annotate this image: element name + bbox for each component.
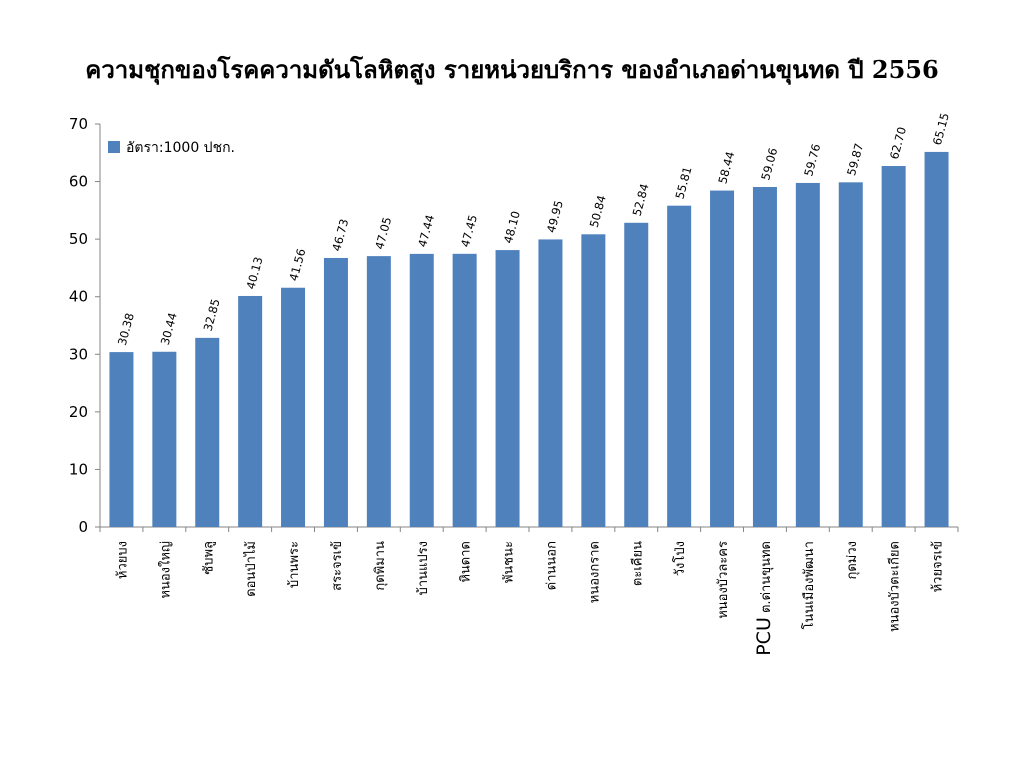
category-label: โนนเมืองพัฒนา: [801, 541, 817, 629]
bar: [495, 250, 520, 527]
y-tick-label: 30: [69, 345, 88, 363]
y-tick-label: 50: [69, 230, 88, 248]
y-axis: 0 10 20 30 40 50 60 70: [69, 115, 101, 536]
data-label: 46.73: [329, 217, 351, 252]
data-label: 50.84: [587, 194, 609, 229]
legend-label: อัตรา:1000 ปชก.: [126, 140, 235, 156]
data-label: 40.13: [244, 255, 266, 290]
bar: [581, 234, 606, 527]
category-label: วังโป่ง: [672, 541, 688, 576]
category-label: ตะเคียน: [629, 541, 645, 586]
category-label: หินดาด: [459, 541, 474, 583]
category-label: PCU ต.ด่านขุนทด: [753, 541, 775, 656]
data-label: 58.44: [715, 150, 737, 185]
bar: [752, 186, 777, 527]
data-label: 32.85: [201, 297, 223, 332]
bar: [323, 257, 348, 527]
data-label: 30.44: [158, 311, 180, 346]
bar: [152, 351, 177, 527]
bar: [881, 166, 906, 527]
data-label: 41.56: [286, 247, 308, 282]
legend: อัตรา:1000 ปชก.: [108, 140, 235, 156]
bar: [109, 352, 134, 527]
bar: [667, 205, 692, 528]
bar: [838, 182, 863, 527]
data-label: 47.45: [458, 213, 480, 248]
category-label: หนองใหญ่: [157, 541, 173, 599]
x-axis: [99, 526, 959, 532]
category-label: สระจรเข้: [330, 541, 345, 591]
bar: [409, 253, 434, 527]
data-label: 62.70: [887, 125, 909, 160]
bars: [109, 151, 949, 528]
bar: [238, 295, 263, 527]
bar: [710, 190, 735, 528]
category-label: ดอนป่าไม้: [243, 541, 259, 597]
bar: [281, 287, 306, 527]
data-label: 59.87: [844, 142, 866, 177]
legend-swatch: [108, 141, 120, 153]
category-label: หนองบัวละคร: [716, 541, 731, 619]
y-tick-label: 40: [69, 288, 88, 306]
category-label: พันชนะ: [502, 541, 517, 583]
data-label: 47.05: [372, 215, 394, 250]
data-label: 59.06: [758, 146, 780, 181]
bar: [924, 151, 949, 527]
bar: [795, 182, 820, 528]
data-label: 48.10: [501, 209, 523, 244]
category-label: หนองกราด: [587, 541, 602, 603]
y-tick-label: 20: [69, 403, 88, 421]
category-label: ห้วยจรเข้: [931, 541, 946, 592]
data-label: 59.76: [801, 142, 823, 177]
category-label: ห้วยบง: [115, 541, 130, 579]
bar: [452, 253, 477, 527]
category-label: บ้านพระ: [287, 541, 302, 588]
category-label: ซับพลู: [201, 541, 216, 575]
category-label: กุดพิมาน: [373, 541, 388, 591]
y-tick-label: 60: [69, 173, 88, 191]
y-tick-label: 10: [69, 460, 88, 478]
chart-title: ความชุกของโรคความดันโลหิตสูง รายหน่วยบริ…: [85, 55, 939, 84]
category-label: ด่านนอก: [544, 541, 559, 590]
category-label: บ้านแปรง: [416, 541, 431, 595]
bar: [624, 222, 649, 527]
y-tick-label: 70: [69, 115, 88, 133]
data-label: 49.95: [544, 199, 566, 234]
data-label: 55.81: [673, 165, 695, 200]
data-label: 47.44: [415, 213, 437, 248]
category-labels: ห้วยบง หนองใหญ่ ซับพลู ดอนป่าไม้ บ้านพระ สระจ…: [115, 541, 945, 656]
category-label: หนองบัวตะเกียด: [887, 541, 903, 632]
data-label: 30.38: [115, 311, 137, 346]
bar: [538, 239, 563, 527]
y-tick-label: 0: [78, 518, 88, 536]
bar: [195, 337, 220, 527]
data-label: 65.15: [930, 111, 952, 146]
category-label: กุดม่วง: [845, 541, 860, 580]
data-label: 52.84: [630, 182, 652, 217]
bar: [366, 256, 391, 527]
